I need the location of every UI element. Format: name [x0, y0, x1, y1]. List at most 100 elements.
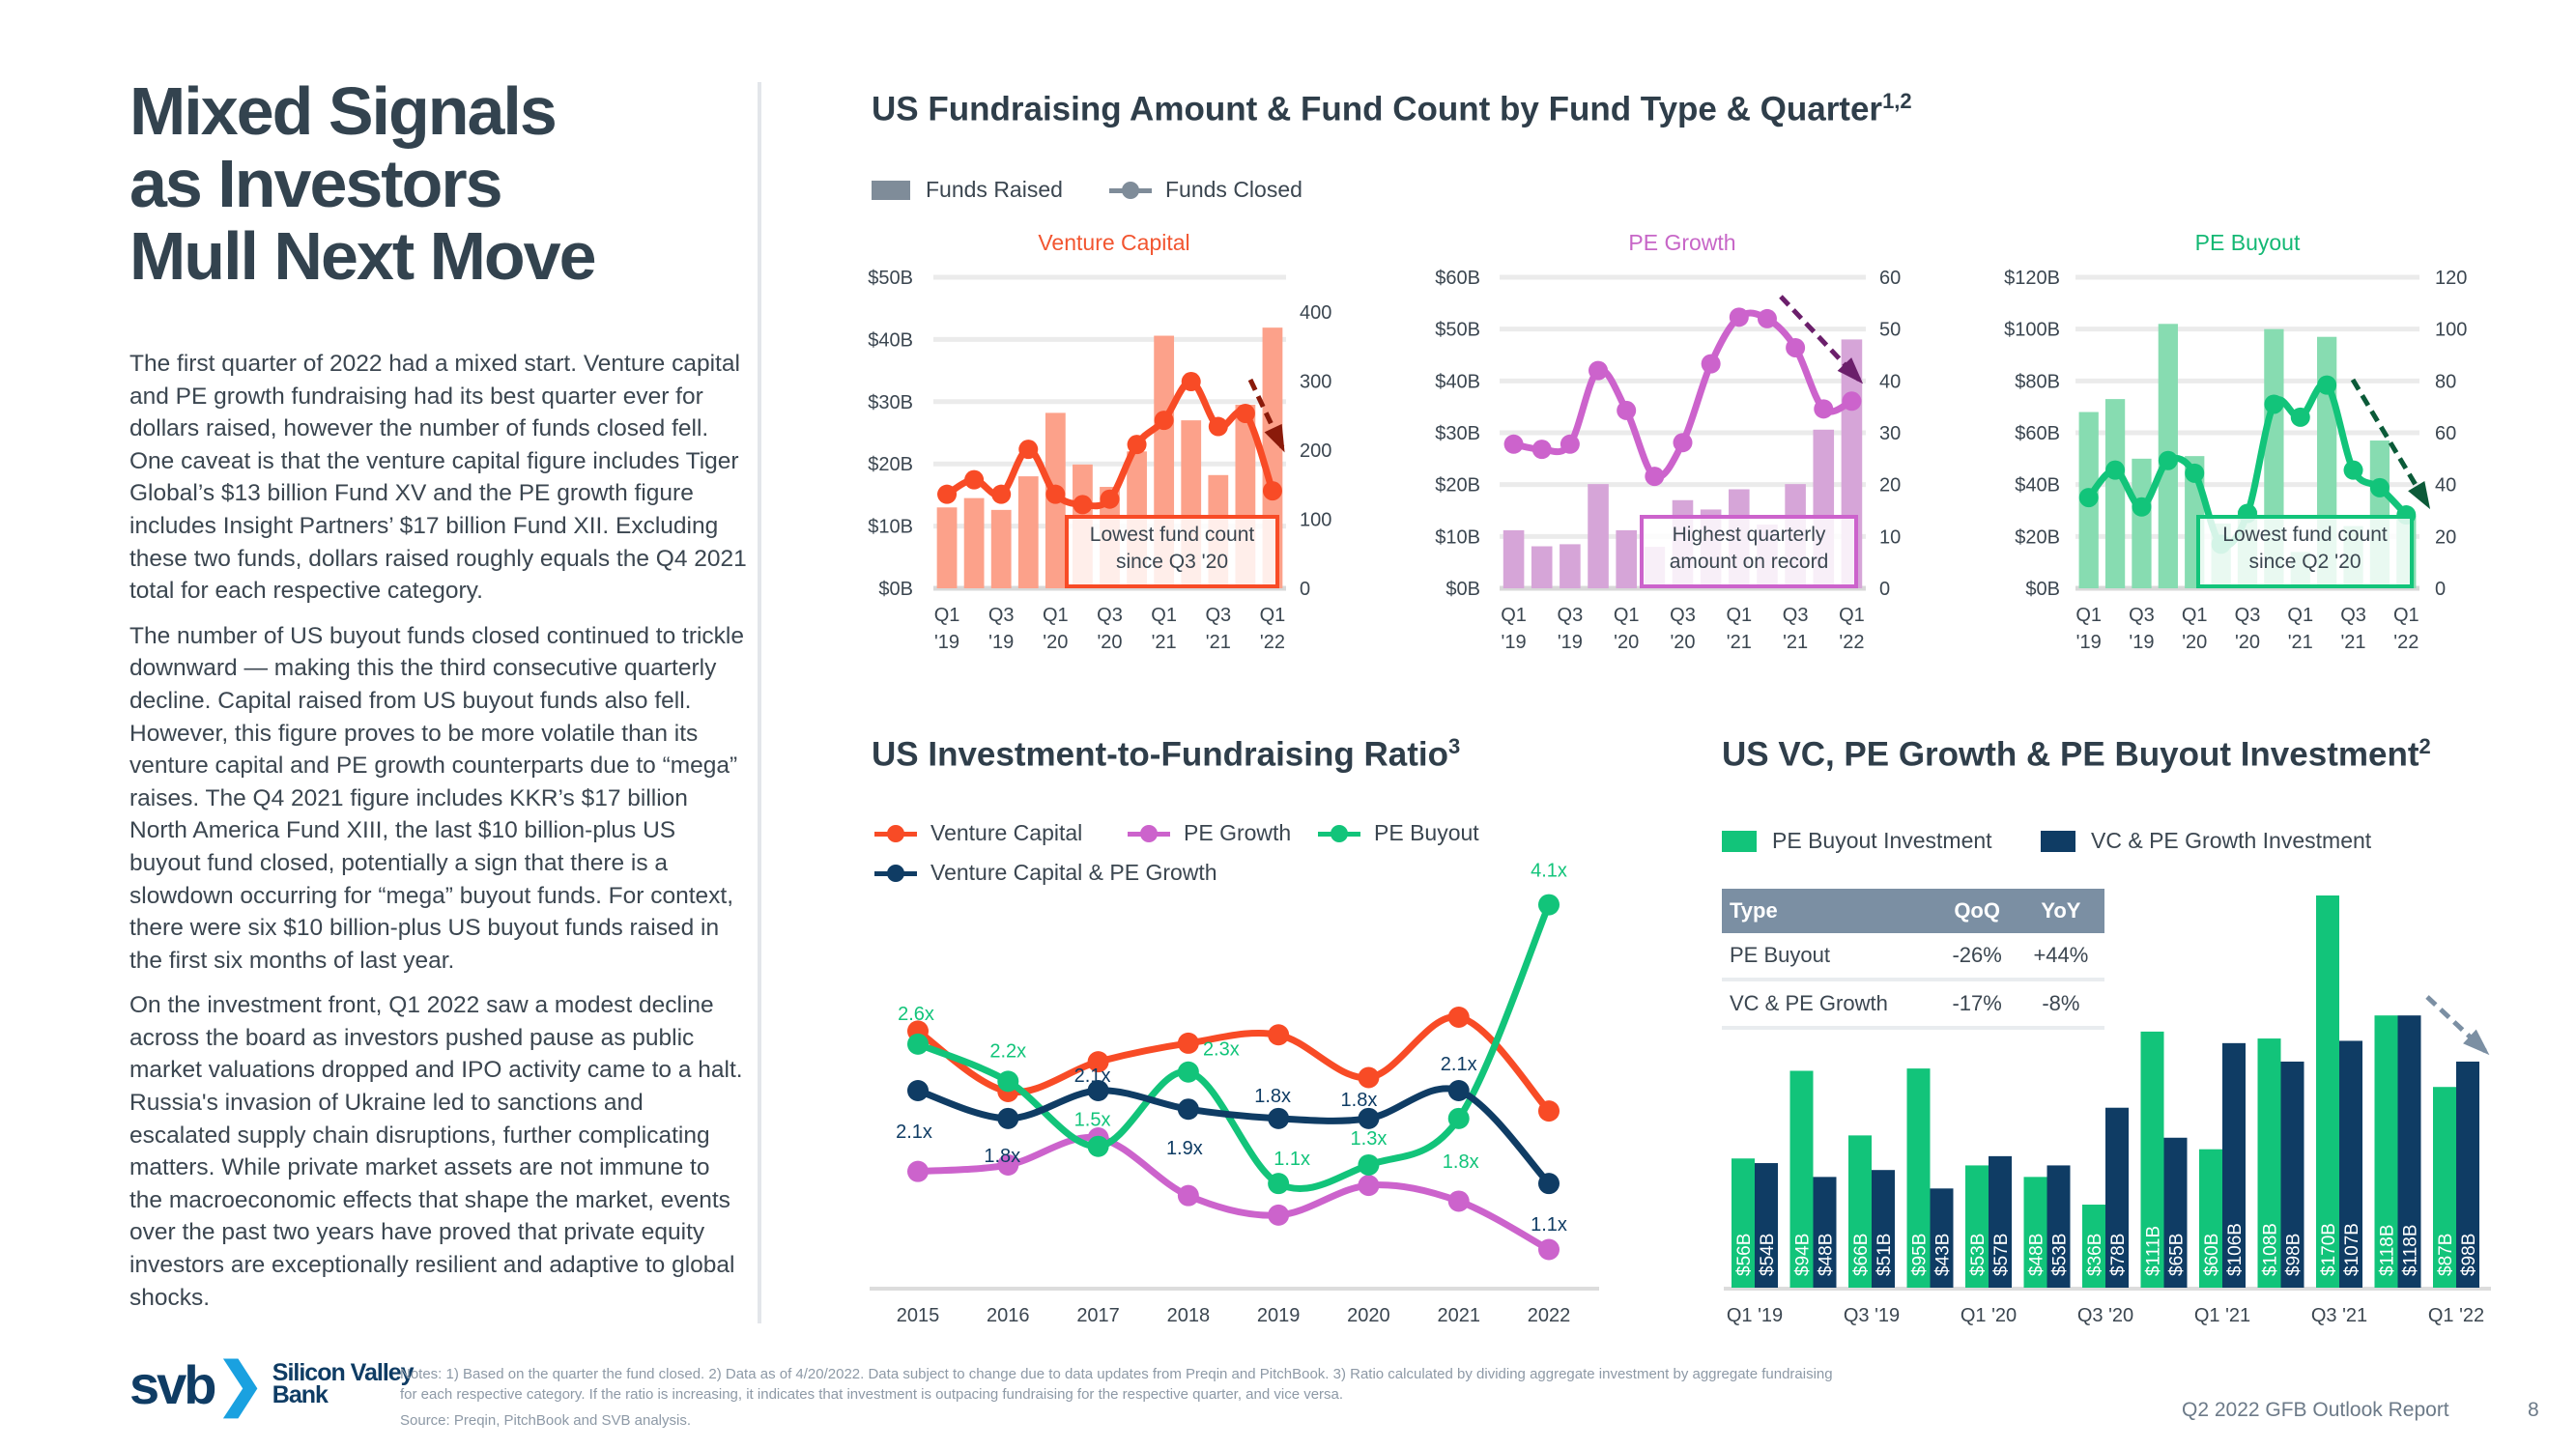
left-axis-tick: $50B	[868, 268, 913, 289]
investment-bar	[2374, 1015, 2398, 1288]
ratio-point	[1447, 1079, 1470, 1101]
ratio-point	[1358, 1107, 1380, 1129]
ratio-data-label: 2.1x	[896, 1122, 932, 1143]
bar-value-label: $60B	[2202, 1234, 2222, 1276]
chevron-logo-icon: ❯	[215, 1351, 265, 1416]
ratio-point	[1177, 1098, 1199, 1121]
funds-closed-point	[1673, 433, 1693, 453]
ratio-point	[1358, 1153, 1380, 1176]
right-axis-tick: 40	[1879, 371, 1901, 392]
left-axis-tick: $60B	[1435, 268, 1480, 289]
x-axis-tick: '19	[1558, 632, 1583, 653]
logo-name: Silicon Valley Bank	[272, 1361, 415, 1408]
x-axis-tick: '22	[2393, 632, 2419, 653]
annotation-box	[1065, 515, 1279, 588]
footnotes: Notes: 1) Based on the quarter the fund …	[400, 1364, 2178, 1431]
line-marker-icon	[1318, 824, 1360, 843]
funds-closed-point	[1181, 372, 1201, 392]
x-axis-tick: Q3	[1205, 605, 1231, 626]
ratio-point	[1447, 1006, 1470, 1028]
bar-value-label: $53B	[1968, 1234, 1989, 1276]
bar-value-label: $170B	[2319, 1223, 2339, 1276]
x-axis-tick: Q1	[1839, 605, 1865, 626]
left-axis-tick: $50B	[1435, 320, 1480, 341]
left-axis-tick: $20B	[868, 454, 913, 475]
bar-value-label: $108B	[2261, 1223, 2281, 1276]
arrow-head-icon	[1264, 423, 1285, 453]
funds-closed-point	[2158, 450, 2178, 470]
funds-closed-point	[1018, 440, 1039, 460]
funds-closed-point	[1503, 434, 1524, 454]
ratio-chart-title: US Investment-to-Fundraising Ratio3	[872, 734, 1460, 775]
ratio-point	[1538, 1173, 1560, 1195]
x-axis-tick: Q1	[934, 605, 960, 626]
right-axis-tick: 20	[2435, 526, 2456, 548]
x-axis-tick: Q3	[1783, 605, 1809, 626]
ratio-data-label: 2.1x	[1441, 1054, 1477, 1075]
funds-closed-point	[1617, 400, 1637, 420]
x-axis-tick: Q3	[2340, 605, 2366, 626]
left-axis-tick: $20B	[2015, 526, 2060, 548]
ratio-data-label: 1.3x	[1351, 1128, 1388, 1150]
notes-line: for each respective category. If the rat…	[400, 1386, 1344, 1403]
cell-yoy: +44%	[2017, 933, 2104, 981]
logo-mark: svb	[129, 1353, 216, 1415]
right-axis-tick: 10	[1879, 526, 1901, 548]
x-axis-tick: '20	[2235, 632, 2260, 653]
x-axis-tick: Q3 '19	[1844, 1305, 1900, 1326]
right-axis-tick: 80	[2435, 371, 2456, 392]
bar-value-label: $51B	[1875, 1234, 1895, 1276]
ratio-point	[1268, 1204, 1290, 1226]
left-axis-tick: $10B	[1435, 526, 1480, 548]
legend-label: PE Buyout Investment	[1772, 828, 1992, 853]
funds-raised-bar	[963, 497, 985, 588]
line-marker-icon	[874, 824, 917, 843]
funds-raised-bar	[1616, 529, 1637, 588]
arrow-shaft	[2350, 378, 2430, 506]
funds-closed-point	[1262, 481, 1282, 501]
x-axis-tick: 2018	[1167, 1305, 1211, 1326]
investment-bar	[2046, 1165, 2071, 1288]
x-axis-tick: Q1 '22	[2428, 1305, 2484, 1326]
x-axis-tick: Q1	[1726, 605, 1752, 626]
bar-value-label: $57B	[1991, 1234, 2012, 1276]
x-axis-tick: Q3	[2129, 605, 2155, 626]
investment-bar	[2140, 1031, 2164, 1288]
ratio-point	[997, 1107, 1019, 1129]
legend-label: VC & PE Growth Investment	[2091, 828, 2372, 853]
footnote-ref: 3	[1447, 734, 1461, 758]
x-axis-tick: Q3	[1670, 605, 1696, 626]
funds-closed-point	[1531, 440, 1552, 460]
investment-bar	[1965, 1165, 1989, 1288]
x-axis-tick: Q1 '21	[2194, 1305, 2250, 1326]
arrow-head-icon	[2408, 480, 2431, 510]
body-text: The first quarter of 2022 had a mixed st…	[129, 348, 748, 1326]
funds-closed-point	[1073, 495, 1093, 515]
funds-closed-point	[1100, 489, 1120, 509]
cell-qoq: -26%	[1936, 933, 2018, 981]
ratio-data-label: 2.3x	[1203, 1039, 1240, 1061]
bar-value-label: $78B	[2108, 1234, 2129, 1276]
logo-name-line: Bank	[272, 1381, 329, 1408]
investment-bar	[2023, 1177, 2047, 1288]
x-axis-tick: Q3	[988, 605, 1015, 626]
column-divider	[758, 82, 761, 1323]
left-axis-tick: $40B	[1435, 371, 1480, 392]
investment-bar	[2339, 1040, 2362, 1288]
investment-bar	[1789, 1070, 1814, 1288]
x-axis-tick: Q1	[2287, 605, 2313, 626]
bar-swatch-icon	[872, 180, 910, 200]
x-axis-tick: Q1 '19	[1727, 1305, 1783, 1326]
right-axis-tick: 60	[1879, 268, 1901, 289]
ratio-point	[997, 1070, 1019, 1093]
ratio-data-label: 4.1x	[1531, 861, 1567, 882]
funds-closed-point	[1235, 403, 1255, 423]
funds-closed-point	[1701, 354, 1721, 374]
funds-closed-point	[1757, 308, 1777, 328]
paragraph: The first quarter of 2022 had a mixed st…	[129, 351, 747, 605]
funds-closed-point	[1842, 391, 1862, 412]
investment-bar	[2257, 1038, 2281, 1288]
ratio-data-label: 1.5x	[1074, 1110, 1111, 1131]
ratio-point	[1358, 1066, 1380, 1089]
x-axis-tick: '20	[1614, 632, 1639, 653]
